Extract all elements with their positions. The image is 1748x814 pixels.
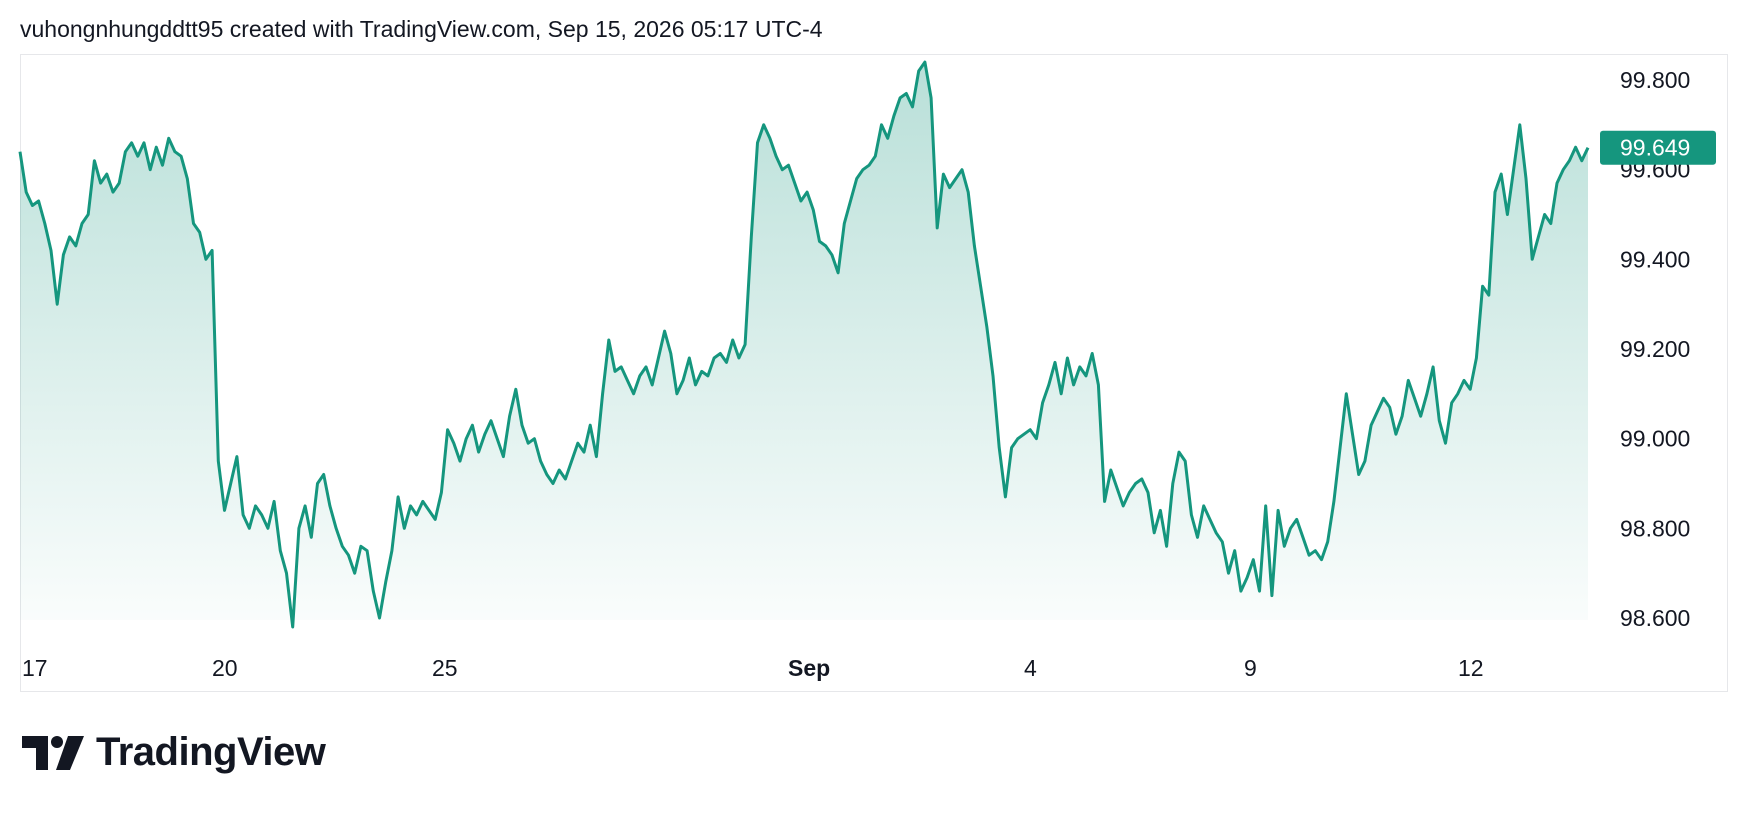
- tradingview-logo[interactable]: TradingView: [22, 730, 326, 775]
- area-layer: [20, 62, 1588, 628]
- x-tick-label: 9: [1244, 655, 1257, 681]
- last-price-tag: 99.649: [1600, 130, 1716, 165]
- chart-attribution-header: vuhongnhungddtt95 created with TradingVi…: [20, 16, 823, 42]
- tradingview-logo-icon: [22, 735, 84, 770]
- y-tick-label: 99.800: [1620, 67, 1690, 93]
- y-tick-label: 99.400: [1620, 246, 1690, 272]
- brand-name: TradingView: [96, 730, 326, 774]
- y-tick-label: 99.200: [1620, 336, 1690, 362]
- y-tick-label: 99.000: [1620, 426, 1690, 452]
- last-price-tag-bg: [1600, 130, 1716, 165]
- last-price-label: 99.649: [1620, 135, 1690, 161]
- x-tick-label: 4: [1024, 655, 1037, 681]
- line-layer: [18, 60, 1590, 629]
- price-series-line: [18, 60, 1590, 629]
- x-tick-label: 25: [432, 655, 458, 681]
- x-tick-label: 20: [212, 655, 238, 681]
- price-area-fill: [20, 62, 1588, 628]
- x-tick-label: 12: [1458, 655, 1484, 681]
- x-tick-label: Sep: [788, 655, 830, 681]
- x-tick-label: 17: [22, 655, 48, 681]
- y-axis: 99.80099.60099.40099.20099.00098.80098.6…: [1620, 67, 1690, 631]
- x-axis: 17 20 25 Sep 4 9 12: [22, 655, 1484, 681]
- y-tick-label: 98.600: [1620, 605, 1690, 631]
- y-tick-label: 98.800: [1620, 515, 1690, 541]
